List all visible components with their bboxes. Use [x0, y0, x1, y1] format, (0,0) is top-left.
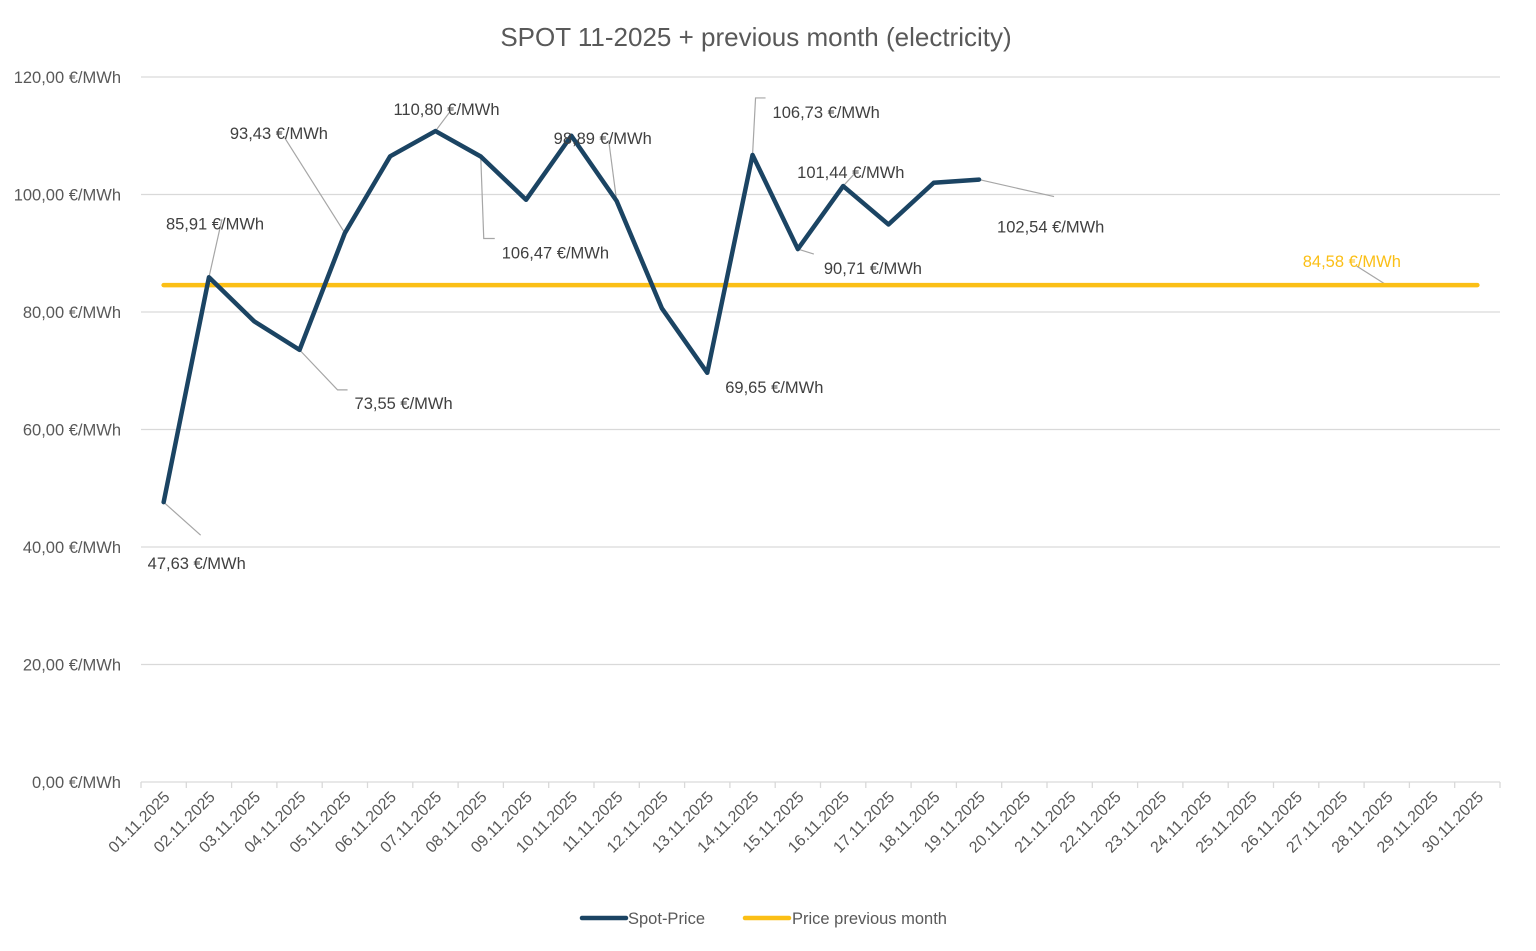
data-labels: 47,63 €/MWh 85,91 €/MWh 73,55 €/MWh 93,43 €… — [148, 101, 1401, 573]
data-label: 110,80 €/MWh — [393, 101, 499, 119]
data-label: 90,71 €/MWh — [824, 260, 922, 278]
leader-line — [208, 219, 223, 278]
leader-line — [608, 139, 618, 202]
leader-lines — [163, 97, 1388, 536]
legend: Spot-Price Price previous month — [579, 910, 947, 928]
leader-line — [1356, 265, 1388, 286]
y-tick-label: 60,00 €/MWh — [23, 422, 121, 440]
data-label: 85,91 €/MWh — [166, 215, 264, 233]
y-axis-labels: 0,00 €/MWh 20,00 €/MWh 40,00 €/MWh 60,00 €/… — [14, 69, 121, 792]
leader-line — [751, 97, 766, 155]
x-axis: 01.11.202502.11.202503.11.202504.11.2025… — [106, 781, 1501, 857]
data-label: 98,89 €/MWh — [554, 130, 652, 148]
series-lines — [161, 128, 1480, 505]
legend-item-price-previous-month[interactable]: Price previous month — [742, 910, 947, 928]
series-line-spot-price — [161, 128, 982, 505]
data-label: 73,55 €/MWh — [355, 395, 453, 413]
data-label: 69,65 €/MWh — [725, 379, 823, 397]
data-label: 106,47 €/MWh — [502, 244, 609, 262]
y-tick-label: 0,00 €/MWh — [32, 774, 121, 792]
leader-line — [163, 501, 202, 536]
data-label: 47,63 €/MWh — [148, 555, 246, 573]
legend-label-price-previous-month: Price previous month — [792, 910, 947, 928]
data-label: 106,73 €/MWh — [773, 104, 880, 122]
leader-line — [284, 137, 346, 234]
legend-label-spot-price: Spot-Price — [628, 910, 705, 928]
data-label: 84,58 €/MWh — [1303, 253, 1401, 271]
leader-line — [797, 248, 815, 255]
y-tick-label: 100,00 €/MWh — [14, 187, 121, 205]
leader-line — [842, 173, 855, 187]
data-label: 101,44 €/MWh — [797, 164, 904, 182]
y-tick-label: 80,00 €/MWh — [23, 304, 121, 322]
y-tick-label: 40,00 €/MWh — [23, 539, 121, 557]
data-label: 102,54 €/MWh — [997, 219, 1104, 237]
leader-line — [434, 110, 451, 132]
data-label: 93,43 €/MWh — [230, 125, 328, 143]
y-tick-label: 120,00 €/MWh — [14, 69, 121, 87]
y-tick-label: 20,00 €/MWh — [23, 657, 121, 675]
chart-title: SPOT 11-2025 + previous month (electrici… — [500, 22, 1011, 52]
legend-item-spot-price[interactable]: Spot-Price — [579, 910, 705, 928]
leader-line — [299, 349, 348, 391]
leader-line — [978, 178, 1055, 198]
leader-line — [480, 156, 495, 240]
